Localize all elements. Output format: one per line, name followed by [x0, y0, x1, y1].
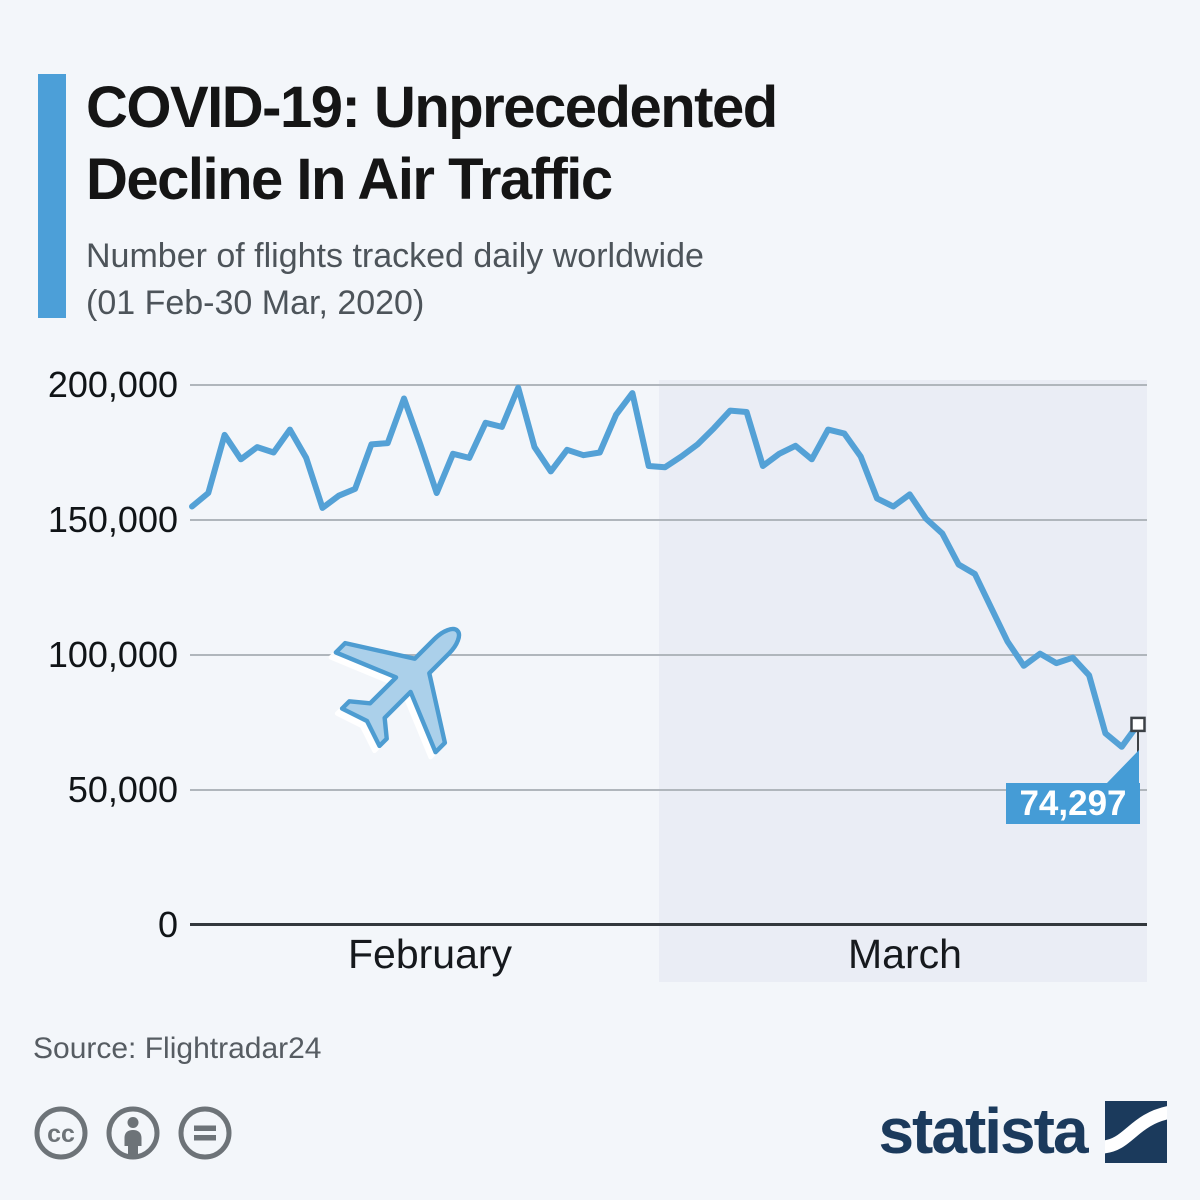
- source-note: Source: Flightradar24: [33, 1032, 322, 1065]
- title-accent-bar: [38, 74, 66, 318]
- x-axis-label-march: March: [848, 931, 962, 977]
- y-tick-label-150000: 150,000: [47, 499, 178, 540]
- subtitle-line-1: Number of flights tracked daily worldwid…: [86, 237, 704, 275]
- statista-logo-mark-icon: [1105, 1101, 1167, 1163]
- page-subtitle: Number of flights tracked daily worldwid…: [86, 233, 1166, 327]
- y-tick-label-200000: 200,000: [47, 364, 178, 405]
- svg-text:cc: cc: [47, 1120, 75, 1148]
- airplane-icon: [333, 626, 462, 755]
- airplane-watermark: [290, 563, 525, 803]
- subtitle-line-2: (01 Feb-30 Mar, 2020): [86, 284, 425, 322]
- x-axis-label-february: February: [347, 931, 513, 977]
- cc-icon: cc: [34, 1106, 88, 1160]
- gridline-150000: [190, 519, 1147, 521]
- y-tick-label-0: 0: [157, 904, 178, 945]
- gridline-50000: [190, 789, 1147, 791]
- equals-icon: [178, 1106, 232, 1160]
- title-line-1: COVID-19: Unprecedented: [86, 75, 778, 140]
- x-axis-line: [190, 923, 1147, 926]
- y-tick-label-100000: 100,000: [47, 634, 178, 675]
- title-line-2: Decline In Air Traffic: [86, 147, 613, 212]
- march-highlight-band: [659, 380, 1147, 982]
- license-icons: cc: [33, 1105, 233, 1161]
- page-title: COVID-19: Unprecedented Decline In Air T…: [86, 72, 1166, 216]
- gridline-200000: [190, 384, 1147, 386]
- statista-logo-text: statista: [878, 1095, 1088, 1167]
- cc-by-person-icon: [106, 1106, 160, 1160]
- endpoint-value-label: 74,297: [1006, 783, 1140, 824]
- statista-logo: statista: [0, 1096, 1167, 1166]
- y-tick-label-50000: 50,000: [67, 769, 178, 810]
